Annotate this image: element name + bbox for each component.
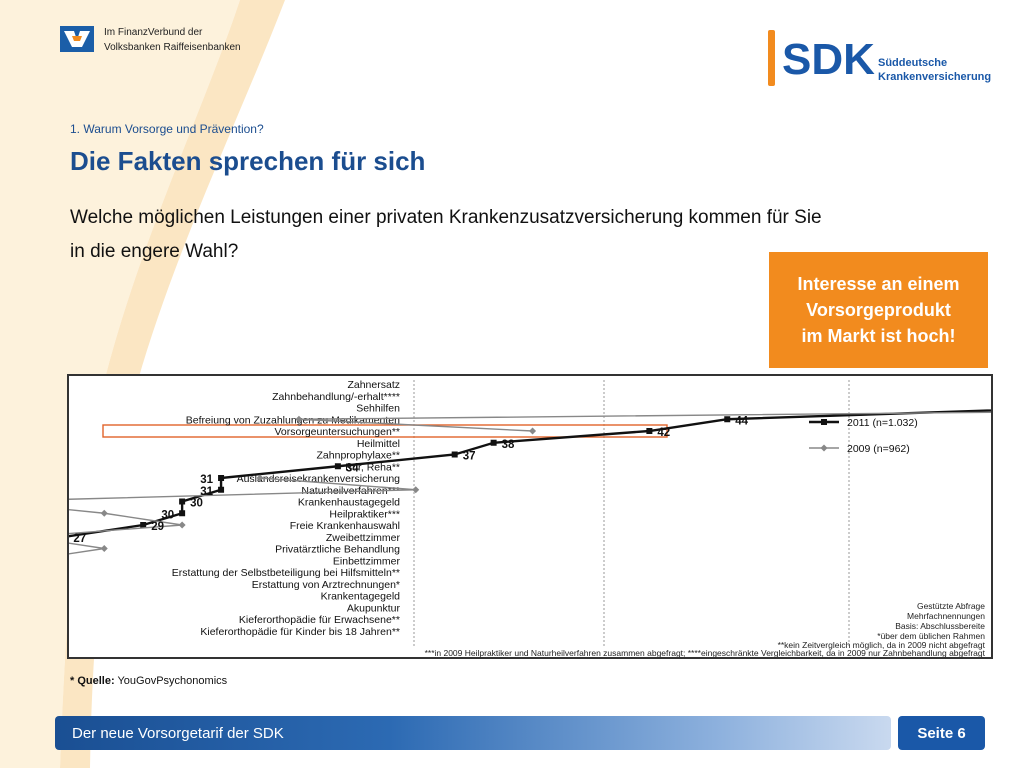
volksbank-logo	[60, 26, 94, 52]
sdk-logo: SDK Süddeutsche Krankenversicherung	[768, 30, 991, 86]
chart-frame: Zahnersatz Zahnbehandlung/-erhalt**** Sehh…	[0, 374, 1024, 659]
data-point-2009	[256, 474, 264, 482]
data-point-2011	[218, 486, 225, 493]
data-point-2009	[178, 521, 186, 529]
series-line-2009	[298, 411, 1024, 432]
chart-note: Basis: Abschlussbereite	[895, 621, 985, 631]
category-label: Kieferorthopädie für Erwachsene**	[239, 614, 400, 626]
category-label: Heilpraktiker***	[329, 508, 400, 520]
category-label: Auslandsreisekrankenversicherung	[237, 473, 401, 485]
legend-marker	[821, 419, 827, 425]
section-heading: 1. Warum Vorsorge und Prävention?	[70, 122, 264, 136]
category-label: Akupunktur	[347, 602, 401, 614]
category-label: Freie Krankenhauswahl	[290, 520, 400, 532]
chart-note: ***in 2009 Heilpraktiker und Naturheilve…	[425, 648, 986, 657]
data-label: 38	[502, 439, 515, 451]
data-label: 29	[151, 521, 164, 533]
survey-line-chart: ZahnersatzZahnbehandlung/-erhalt****Sehh…	[0, 379, 1024, 658]
category-label: Naturheilverfahren***	[301, 485, 400, 497]
data-label: 30	[190, 498, 203, 510]
data-point-2011	[140, 522, 147, 528]
data-point-2009	[412, 486, 420, 494]
legend-marker	[820, 444, 828, 452]
legend-label: 2009 (n=962)	[847, 443, 910, 455]
data-point-2009	[100, 509, 108, 517]
category-label: Erstattung von Arztrechnungen*	[252, 579, 400, 591]
data-label: 34	[346, 462, 359, 474]
category-label: Krankentagegeld	[321, 591, 401, 603]
volksbank-logo-icon	[60, 26, 94, 52]
legend-label: 2011 (n=1.032)	[847, 417, 918, 429]
page-number-badge: Seite 6	[898, 716, 985, 750]
data-label: 31	[200, 474, 213, 486]
callout-box: Interesse an einem Vorsorgeprodukt im Ma…	[769, 252, 988, 368]
vb-line1: Im FinanzVerbund der	[104, 27, 203, 38]
data-label: 30	[161, 509, 174, 521]
chart-note: Mehrfachnennungen	[907, 611, 985, 621]
data-label: 42	[657, 427, 670, 439]
sdk-logo-bar	[768, 30, 775, 86]
data-label: 31	[200, 486, 213, 498]
highlight-box	[102, 424, 668, 438]
chart-note: Gestützte Abfrage	[917, 601, 985, 611]
data-point-2009	[529, 427, 537, 435]
category-label: Zahnersatz	[347, 379, 400, 391]
data-point-2011	[646, 428, 653, 434]
source-label: * Quelle:	[70, 675, 115, 687]
sdk-sub2: Krankenversicherung	[878, 71, 991, 83]
data-point-2011	[179, 498, 186, 505]
survey-question: Welche möglichen Leistungen einer privat…	[70, 207, 822, 262]
category-label: Sehhilfen	[356, 403, 400, 415]
page-title: Die Fakten sprechen für sich	[70, 146, 426, 176]
category-label: Einbettzimmer	[333, 555, 401, 567]
sdk-sub1: Süddeutsche	[878, 57, 947, 69]
data-point-2009	[295, 415, 303, 423]
footer-bar	[55, 716, 891, 750]
chart-note: *über dem üblichen Rahmen	[877, 631, 985, 641]
category-label: Erstattung der Selbstbeteiligung bei Hil…	[172, 567, 400, 579]
source-note: * Quelle: YouGovPsychonomics	[70, 675, 227, 687]
category-label: Vorsorgeuntersuchungen**	[274, 426, 400, 438]
category-label: Heilmittel	[357, 438, 400, 450]
source-value: YouGovPsychonomics	[117, 675, 228, 687]
volksbank-tagline: Im FinanzVerbund der Volksbanken Raiffei…	[104, 25, 241, 55]
series-line-2011	[0, 408, 1024, 578]
data-point-2011	[179, 510, 186, 517]
data-point-2009	[100, 545, 108, 552]
category-label: Kieferorthopädie für Kinder bis 18 Jahre…	[200, 626, 400, 638]
category-label: Zahnprophylaxe**	[317, 450, 400, 462]
category-label: Krankenhaustagegeld	[298, 497, 400, 509]
category-label: Zweibettzimmer	[326, 532, 401, 544]
vb-line2: Volksbanken Raiffeisenbanken	[104, 42, 241, 53]
footer-text: Der neue Vorsorgetarif der SDK	[72, 725, 284, 742]
sdk-brand: SDK	[782, 35, 875, 84]
data-label: 27	[73, 533, 86, 545]
data-point-2011	[724, 416, 731, 423]
category-label: Privatärztliche Behandlung	[275, 544, 400, 556]
data-label: 44	[735, 415, 748, 427]
chart-note: **kein Zeitvergleich möglich, da in 2009…	[778, 640, 986, 650]
data-point-2011	[218, 475, 225, 481]
category-label: Befreiung von Zuzahlungen zu Medikamente…	[186, 414, 400, 426]
data-point-2011	[451, 451, 458, 458]
data-label: 37	[463, 451, 476, 463]
data-point-2011	[490, 439, 497, 446]
category-label: Zahnbehandlung/-erhalt****	[272, 391, 400, 403]
data-point-2011	[334, 463, 341, 470]
